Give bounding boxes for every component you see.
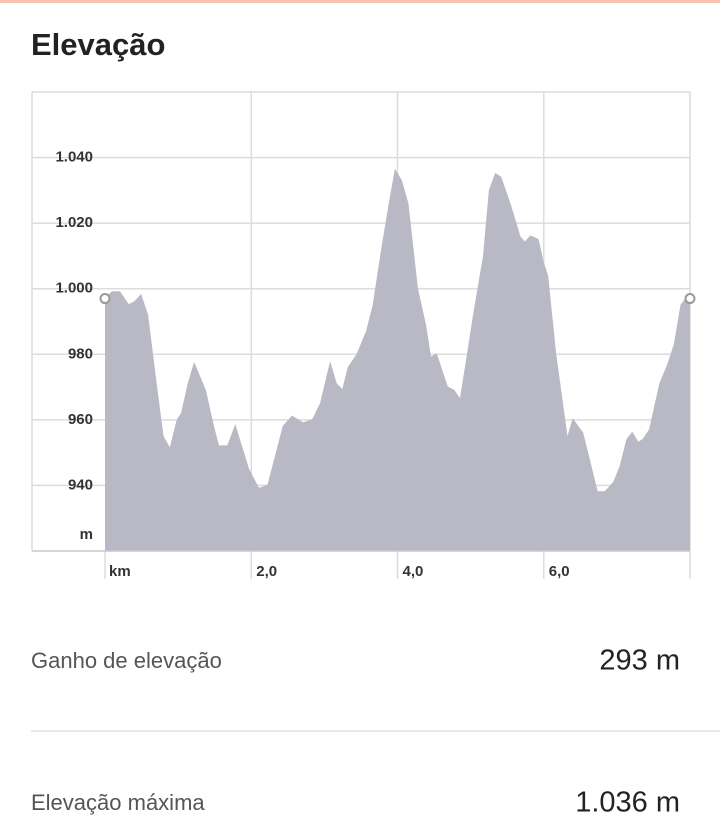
end-marker [684,293,696,305]
y-tick-label: 980 [68,345,93,362]
section-title: Elevação [31,27,165,62]
y-tick-label: 1.000 [55,280,93,297]
x-tick-label: 6,0 [549,563,570,580]
stat-value: 293 m [599,645,680,677]
end-marker [99,293,111,305]
y-tick-label: 940 [68,476,93,493]
y-tick-label: 1.020 [55,214,93,231]
y-tick-label: 960 [68,411,93,428]
stat-label: Elevação máxima [31,790,205,815]
stat-value: 1.036 m [575,787,680,819]
top-border [0,0,720,3]
x-tick-label: 4,0 [403,563,424,580]
stat-label: Ganho de elevação [31,648,222,673]
area-fill [105,170,690,551]
area-line [104,168,690,493]
y-axis-label: m [80,526,93,543]
x-tick-label: 2,0 [256,563,277,580]
y-tick-label: 1.040 [55,149,93,166]
elevation-chart: 1.040 1.020 1.000 980 960 940 m 2,0 4,0 6,0 km [31,91,696,580]
x-axis-label: km [109,563,131,580]
